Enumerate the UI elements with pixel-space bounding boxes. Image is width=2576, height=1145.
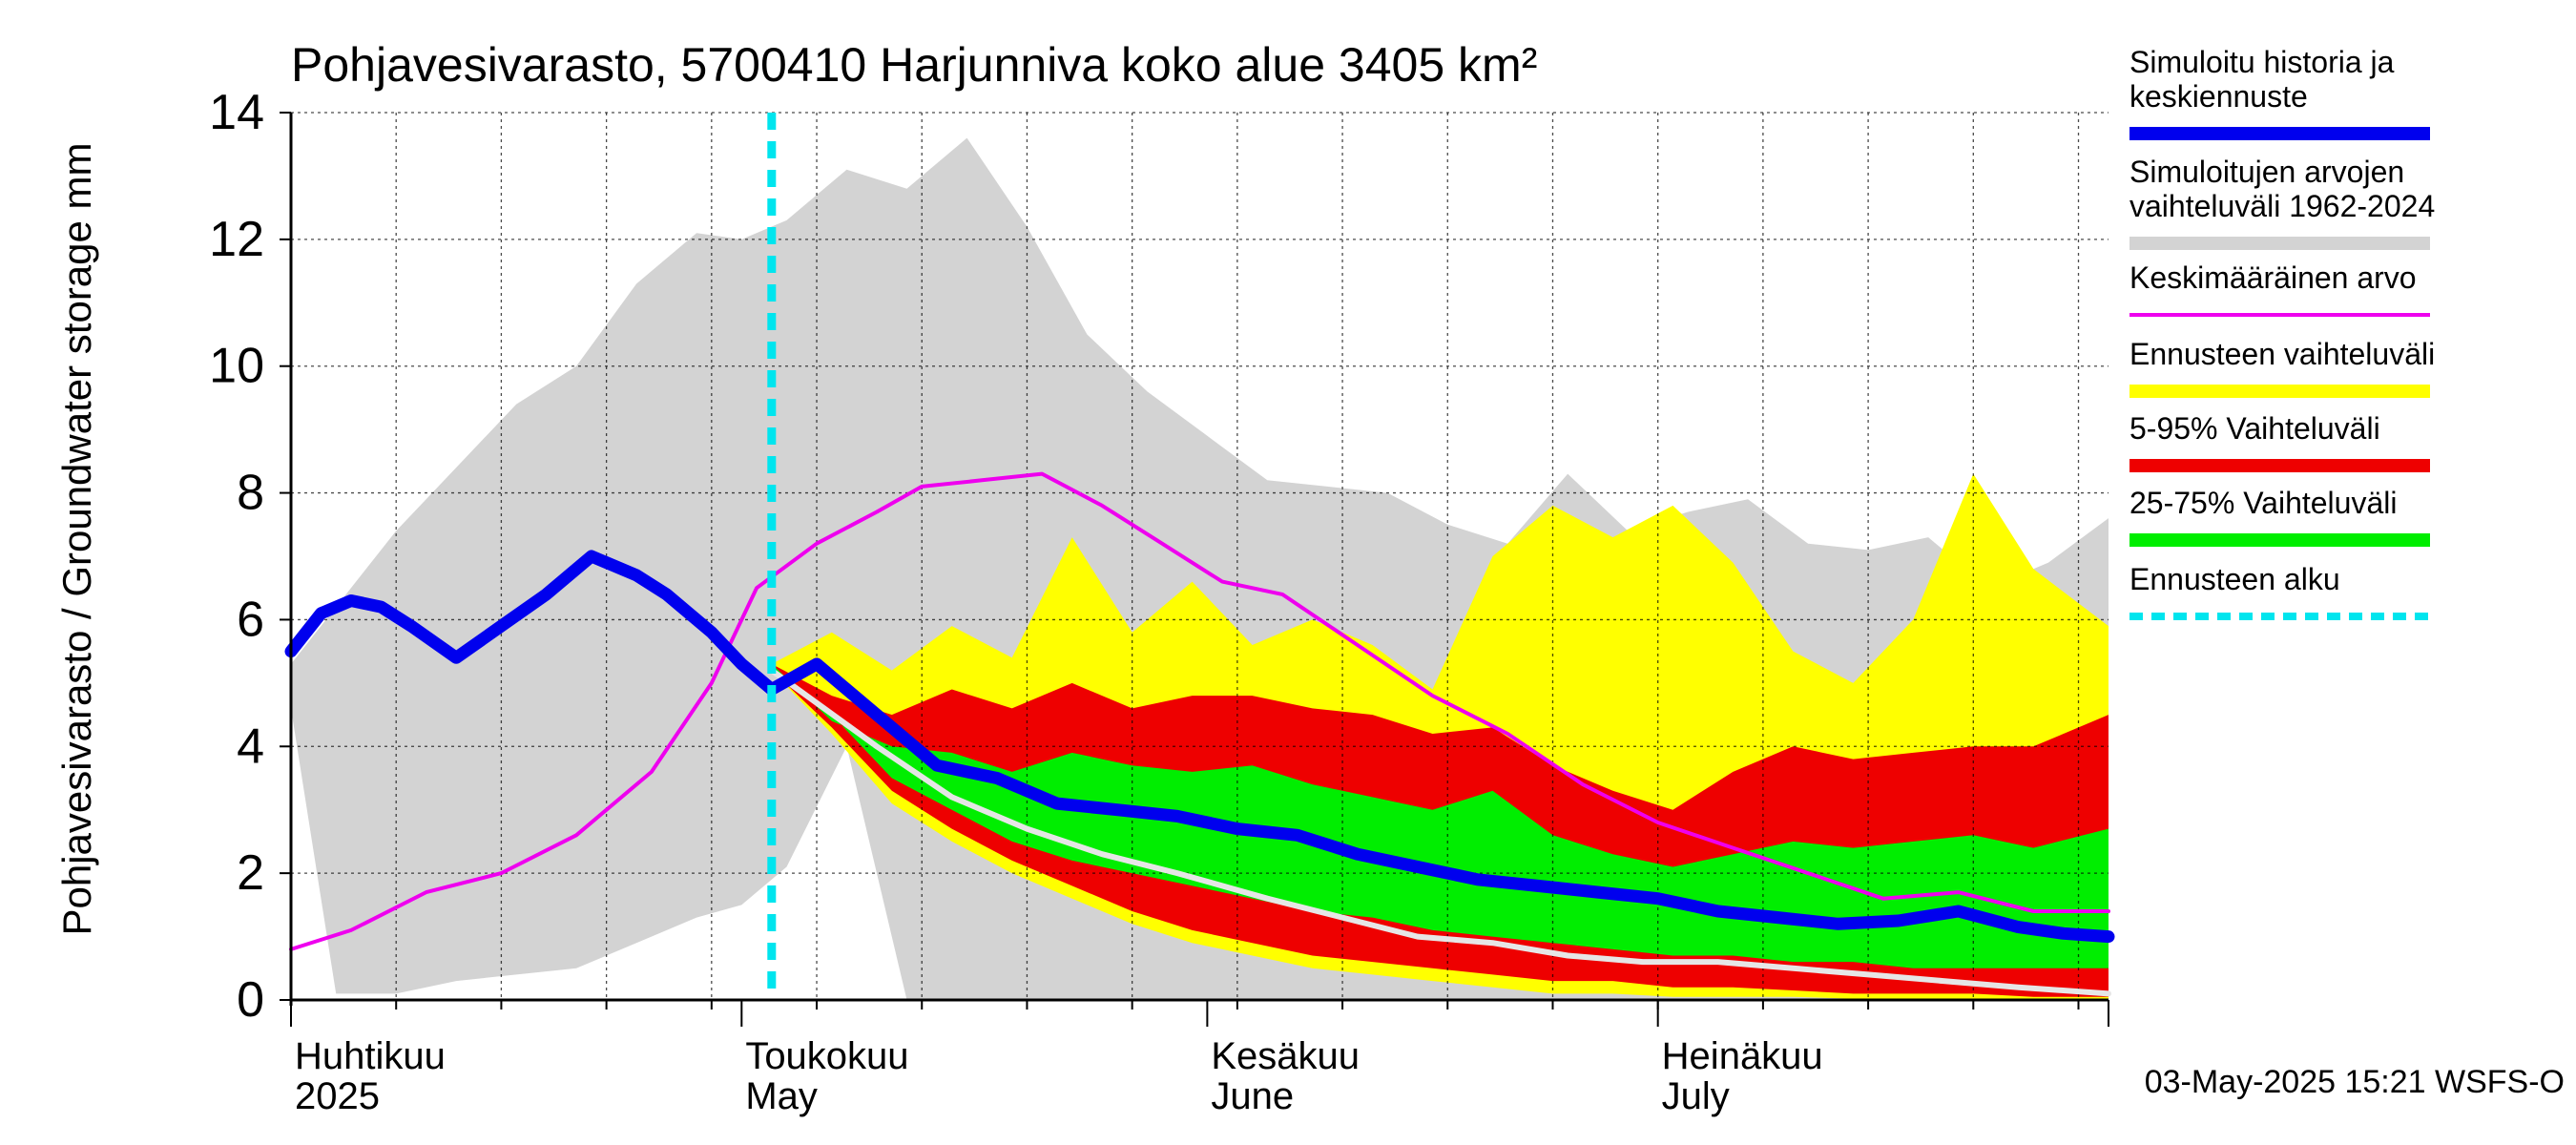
- legend-label: keskiennuste: [2129, 79, 2308, 114]
- y-tick-label: 8: [237, 466, 264, 521]
- timestamp-footer: 03-May-2025 15:21 WSFS-O: [2145, 1064, 2565, 1100]
- legend-label: Simuloitu historia ja: [2129, 45, 2395, 79]
- p25-75-band: [771, 663, 2109, 968]
- legend-label: Keskimääräinen arvo: [2129, 260, 2417, 295]
- chart-title: Pohjavesivarasto, 5700410 Harjunniva kok…: [291, 38, 1537, 92]
- y-tick-label: 10: [209, 339, 264, 394]
- legend-label: 5-95% Vaihteluväli: [2129, 411, 2380, 446]
- month-label-fi: Heinäkuu: [1662, 1035, 1823, 1077]
- y-tick-label: 12: [209, 212, 264, 267]
- chart-lines: [284, 113, 2115, 1000]
- month-label-en: June: [1211, 1075, 1294, 1117]
- y-axis-label: Pohjavesivarasto / Groundwater storage m…: [54, 142, 99, 935]
- month-label-en: May: [745, 1075, 818, 1117]
- y-tick-label: 2: [237, 845, 264, 901]
- month-label-fi: Huhtikuu: [295, 1035, 446, 1077]
- y-tick-label: 6: [237, 592, 264, 647]
- legend-label: vaihteluväli 1962-2024: [2129, 189, 2435, 223]
- y-tick-label: 0: [237, 972, 264, 1028]
- legend-label: 25-75% Vaihteluväli: [2129, 486, 2397, 520]
- mean-value-line: [289, 471, 2110, 951]
- legend-label: Ennusteen alku: [2129, 562, 2340, 596]
- forecast-white-line: [768, 667, 2111, 997]
- month-label-fi: Toukokuu: [745, 1035, 908, 1077]
- simulated-history-line: [284, 550, 2115, 944]
- month-label-en: 2025: [295, 1075, 380, 1117]
- month-label-fi: Kesäkuu: [1211, 1035, 1360, 1077]
- month-label-en: July: [1662, 1075, 1730, 1117]
- y-tick-label: 4: [237, 718, 264, 774]
- legend-label: Simuloitujen arvojen: [2129, 155, 2404, 189]
- legend-label: Ennusteen vaihteluväli: [2129, 337, 2435, 371]
- y-tick-label: 14: [209, 85, 264, 140]
